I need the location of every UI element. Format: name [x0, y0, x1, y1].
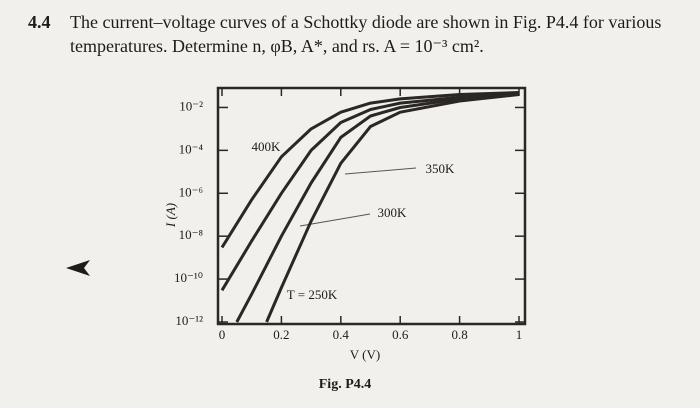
y-tick-label: 10⁻² [179, 98, 203, 113]
y-axis-label: I (A) [163, 203, 178, 228]
problem-line: temperatures. Determine n, φB, A*, and r… [70, 36, 484, 56]
y-tick-label: 10⁻⁴ [179, 141, 204, 156]
curve [220, 91, 520, 249]
series-label: 350K [426, 161, 456, 176]
problem-line: The current–voltage curves of a Schottky… [70, 12, 661, 32]
y-tick-label: 10⁻¹² [175, 313, 203, 328]
leader-line [344, 167, 417, 175]
x-tick-label: 0.2 [273, 327, 289, 342]
x-tick-label: 0 [219, 327, 226, 342]
problem-number: 4.4 [28, 12, 51, 32]
leader-line [299, 213, 371, 227]
plot-frame [216, 86, 527, 326]
y-tick-label: 10⁻⁶ [179, 184, 203, 199]
series-label: 300K [378, 205, 408, 220]
x-tick-label: 0.6 [392, 327, 409, 342]
series-label: T = 250K [287, 287, 338, 302]
x-axis-label: V (V) [350, 347, 380, 362]
figure-caption: Fig. P4.4 [319, 377, 372, 392]
y-tick-label: 10⁻⁸ [179, 227, 204, 242]
series-label: 400K [252, 139, 282, 154]
curve [265, 93, 520, 323]
x-tick-label: 1 [516, 327, 523, 342]
curve [220, 91, 520, 292]
x-tick-label: 0.8 [451, 327, 467, 342]
y-tick-label: 10⁻¹⁰ [174, 270, 203, 285]
cursor [66, 260, 90, 276]
x-tick-label: 0.4 [333, 327, 350, 342]
curve [235, 91, 520, 323]
